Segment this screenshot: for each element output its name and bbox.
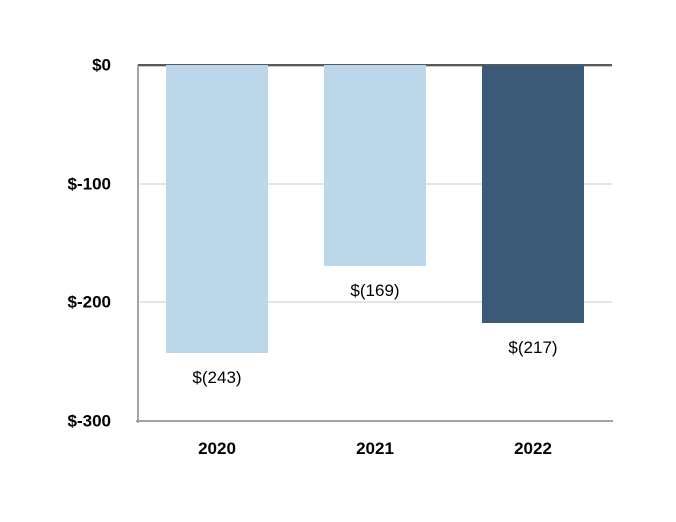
bar-value-label-2021: $(169) <box>350 280 400 300</box>
bar-value-label-2020: $(243) <box>192 368 242 388</box>
x-axis-line <box>136 420 613 422</box>
x-axis-label-2022: 2022 <box>514 439 552 458</box>
y-tick-label: $-100 <box>67 174 111 194</box>
y-tick-label: $0 <box>92 55 111 75</box>
bar-2021 <box>324 65 426 266</box>
bar-2022 <box>482 65 584 323</box>
bar-value-label-2022: $(217) <box>508 337 558 357</box>
y-tick-label: $-300 <box>67 411 111 431</box>
y-tick-label: $-200 <box>67 292 111 312</box>
x-axis-label-2020: 2020 <box>198 439 236 458</box>
x-axis-label-2021: 2021 <box>356 439 394 458</box>
bar-2020 <box>166 65 268 354</box>
gridline--200 <box>140 301 612 304</box>
y-axis-line <box>137 65 139 423</box>
